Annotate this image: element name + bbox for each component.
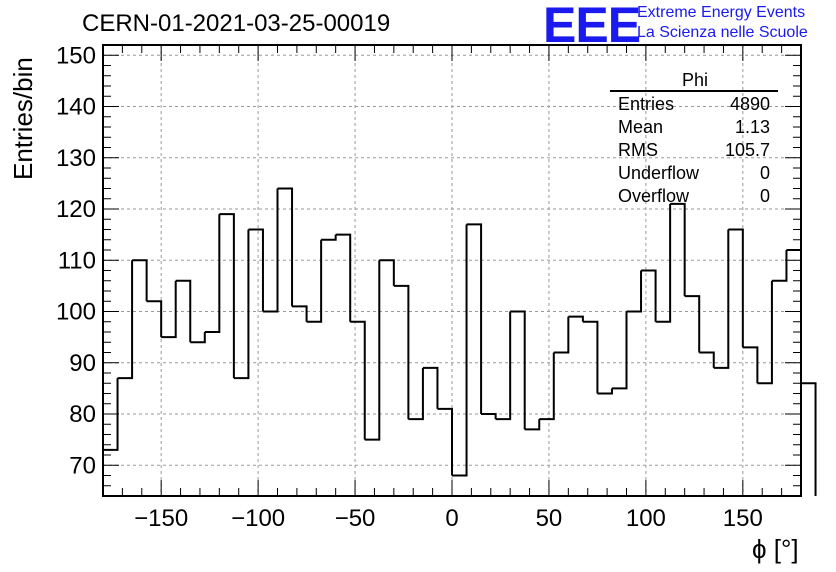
x-tick-label: −150 <box>134 505 188 532</box>
histogram-bin <box>670 202 686 297</box>
histogram-bins <box>102 187 817 496</box>
histogram-bin <box>146 300 163 338</box>
logo-line-1: Extreme Energy Events <box>637 4 806 21</box>
x-axis-label: ϕ [°] <box>752 534 799 564</box>
histogram-bin <box>684 295 701 353</box>
histogram-bin <box>292 305 308 322</box>
histogram-bin <box>742 346 759 384</box>
y-tick-label: 80 <box>69 401 96 428</box>
histogram-bin <box>771 250 788 282</box>
histogram-bin <box>553 316 570 354</box>
x-tick-label: −50 <box>335 505 376 532</box>
stats-label: Underflow <box>618 163 700 183</box>
histogram-bin <box>801 382 817 496</box>
stats-value: 105.7 <box>724 140 770 160</box>
histogram-bin <box>626 270 643 313</box>
y-tick-label: 100 <box>56 299 96 326</box>
x-tick-label: 50 <box>536 505 563 532</box>
stats-value: 1.13 <box>734 117 770 137</box>
y-tick-label: 140 <box>56 94 96 121</box>
histogram-bin <box>233 229 250 380</box>
histogram-bin <box>248 228 264 312</box>
stats-title: Phi <box>681 70 708 90</box>
histogram-bin <box>350 320 366 440</box>
stats-label: Overflow <box>618 186 690 206</box>
logo-line-2: La Scienza nelle Scuole <box>637 24 808 41</box>
histogram-bin <box>510 310 526 430</box>
histogram-bin <box>422 366 439 409</box>
stats-divider <box>610 90 778 92</box>
y-tick-label: 90 <box>69 350 96 377</box>
y-tick-label: 150 <box>56 42 96 69</box>
y-tick-label: 130 <box>56 145 96 172</box>
histogram-bin <box>321 234 337 241</box>
histogram-bin <box>757 280 773 385</box>
histogram-bin <box>568 315 584 322</box>
histogram-bin <box>117 260 134 380</box>
histogram-bin <box>175 279 192 343</box>
x-tick-label: 100 <box>626 505 666 532</box>
axes <box>102 44 802 497</box>
stats-value: 0 <box>759 163 770 183</box>
chart-title: CERN-01-2021-03-25-00019 <box>82 10 391 37</box>
histogram-bin <box>102 378 119 496</box>
histogram-bin <box>611 311 628 390</box>
histogram-bin <box>277 187 294 307</box>
histogram-bin <box>364 260 381 441</box>
histogram-bin <box>582 320 599 394</box>
tick-labels: −150 −100 −50 0 50 100 150 70 80 90 100 110 120 130 14… <box>56 42 763 532</box>
x-tick-label: 150 <box>723 505 763 532</box>
histogram-bin <box>597 388 613 395</box>
histogram-bin <box>786 249 802 384</box>
histogram-bin <box>524 419 541 431</box>
histogram-bin <box>641 269 657 322</box>
histogram-bin <box>379 259 395 286</box>
y-tick-label: 70 <box>69 452 96 479</box>
stats-value: 4890 <box>729 94 770 114</box>
histogram-bin <box>699 351 715 368</box>
histogram-bin <box>204 214 221 333</box>
y-tick-label: 110 <box>58 247 96 274</box>
stats-label: RMS <box>618 140 658 160</box>
y-axis-label: Entries/bin <box>8 57 38 180</box>
histogram-bin <box>335 233 352 322</box>
histogram-bin <box>219 213 235 379</box>
histogram-bin <box>481 413 497 420</box>
histogram-bin <box>728 228 744 348</box>
histogram-bin <box>190 332 206 344</box>
x-tick-label: −100 <box>231 505 285 532</box>
stats-value: 0 <box>759 186 770 206</box>
histogram-bin <box>262 188 279 313</box>
stats-label: Entries <box>618 94 675 114</box>
eee-logo: EEE <box>543 0 641 53</box>
histogram-bin <box>306 239 323 323</box>
y-tick-label: 120 <box>56 196 96 223</box>
histogram-bin <box>408 367 424 421</box>
histogram-bin <box>495 311 512 421</box>
stats-label: Mean <box>618 117 664 137</box>
histogram-bin <box>132 259 148 302</box>
histogram-bin <box>437 407 453 476</box>
histogram-bin <box>655 203 672 323</box>
histogram-bin <box>539 352 555 421</box>
histogram-bin <box>466 223 483 414</box>
histogram-bin <box>452 224 468 477</box>
x-tick-label: 0 <box>445 505 458 532</box>
histogram-bin <box>161 280 177 339</box>
histogram-bin <box>713 229 730 369</box>
histogram-bin <box>393 284 410 420</box>
